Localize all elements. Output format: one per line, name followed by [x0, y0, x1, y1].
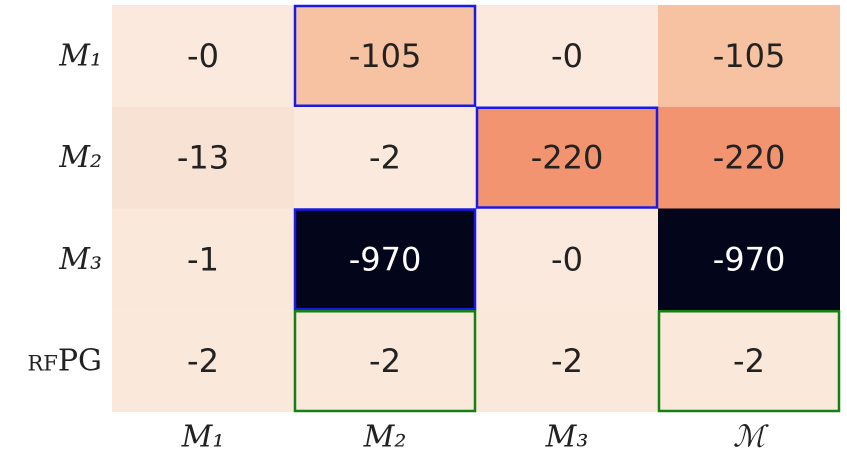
- heatmap-cell: [294, 208, 476, 311]
- row-label: M₃: [58, 242, 102, 277]
- cell-label: -2: [551, 342, 583, 380]
- heatmap-cell: [294, 310, 476, 412]
- cell-label: -2: [733, 342, 765, 380]
- column-label: ℳ: [733, 420, 769, 455]
- highlight-box: [475, 106, 659, 209]
- row-label: M₁: [58, 38, 102, 73]
- heatmap-cell: [658, 5, 840, 107]
- heatmap-cell: [476, 208, 658, 311]
- highlight-box: [293, 310, 477, 413]
- cell-label: -1: [187, 240, 219, 278]
- heatmap-cell: [476, 106, 658, 209]
- row-label: rfPG: [27, 344, 102, 379]
- cell-label: -2: [369, 139, 401, 177]
- heatmap-cell: [658, 310, 840, 412]
- column-label: M₂: [363, 420, 407, 455]
- cell-label: -970: [349, 240, 422, 278]
- cell-label: -220: [713, 139, 786, 177]
- highlight-box: [657, 310, 841, 413]
- cell-label: -0: [551, 240, 583, 278]
- heatmap-cell: [658, 106, 840, 209]
- heatmap-cell: [112, 106, 294, 209]
- heatmap-cell: [476, 310, 658, 412]
- cell-label: -105: [713, 37, 786, 75]
- heatmap-cell: [476, 5, 658, 107]
- row-label: M₂: [58, 140, 102, 175]
- cell-label: -220: [531, 139, 604, 177]
- cell-label: -2: [369, 342, 401, 380]
- highlight-box: [293, 4, 477, 107]
- column-label: M₃: [545, 420, 589, 455]
- column-label: M₁: [181, 420, 225, 455]
- heatmap-cell: [112, 5, 294, 107]
- cell-label: -970: [713, 240, 786, 278]
- heatmap-cell: [658, 208, 840, 311]
- heatmap-cell: [112, 208, 294, 311]
- cell-label: -2: [187, 342, 219, 380]
- heatmap-cell: [294, 5, 476, 107]
- cell-label: -0: [551, 37, 583, 75]
- highlight-box: [293, 208, 477, 311]
- cell-label: -105: [349, 37, 422, 75]
- cell-label: -0: [187, 37, 219, 75]
- heatmap-cell: [294, 106, 476, 209]
- heatmap-cell: [112, 310, 294, 412]
- cell-label: -13: [177, 139, 229, 177]
